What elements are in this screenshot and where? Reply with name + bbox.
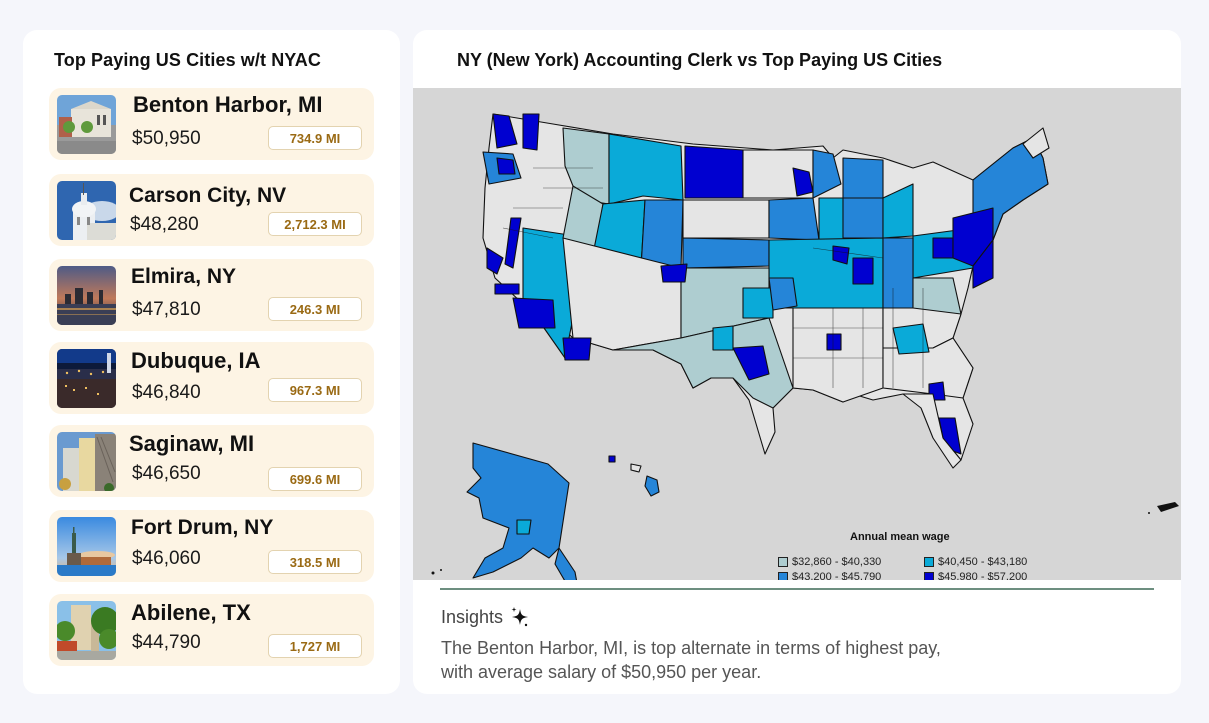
legend-label: $43,200 - $45,790 <box>792 571 882 580</box>
city-salary: $46,060 <box>132 548 201 569</box>
legend-item: $45,980 - $57,200 <box>924 571 1027 580</box>
city-name: Dubuque, IA <box>131 348 261 373</box>
city-name: Fort Drum, NY <box>131 516 274 539</box>
legend-item: $40,450 - $43,180 <box>924 556 1027 568</box>
top-paying-cities-panel: Top Paying US Cities w/t NYAC Benton Har… <box>23 30 400 694</box>
legend-swatch <box>924 572 934 580</box>
distance-badge: 318.5 MI <box>268 550 362 574</box>
city-name: Carson City, NV <box>129 184 287 207</box>
city-salary: $47,810 <box>132 299 201 320</box>
city-thumbnail <box>57 181 116 240</box>
city-thumbnail <box>57 95 116 154</box>
legend-swatch <box>778 572 788 580</box>
legend-item: $43,200 - $45,790 <box>778 571 881 580</box>
city-thumbnail <box>57 266 116 325</box>
legend-label: $45,980 - $57,200 <box>938 571 1028 580</box>
city-salary: $46,650 <box>132 463 201 484</box>
distance-badge: 699.6 MI <box>268 467 362 491</box>
legend-label: $40,450 - $43,180 <box>938 556 1028 568</box>
insights-title: Insights <box>441 606 504 627</box>
city-card[interactable]: Abilene, TX $44,790 1,727 MI <box>49 594 374 666</box>
city-name: Abilene, TX <box>131 600 251 625</box>
distance-badge: 967.3 MI <box>268 378 362 402</box>
city-salary: $46,840 <box>132 382 201 403</box>
legend-item: $32,860 - $40,330 <box>778 556 881 568</box>
city-name: Elmira, NY <box>131 265 237 288</box>
city-thumbnail <box>57 517 116 576</box>
insights-heading: Insights <box>441 606 531 628</box>
city-card[interactable]: Fort Drum, NY $46,060 318.5 MI <box>49 510 374 582</box>
legend-title: Annual mean wage <box>850 531 950 543</box>
legend-label: $32,860 - $40,330 <box>792 556 882 568</box>
city-salary: $44,790 <box>132 632 201 653</box>
city-thumbnail <box>57 432 116 491</box>
section-divider <box>440 588 1154 590</box>
us-map <box>431 113 1179 580</box>
city-salary: $48,280 <box>130 214 199 235</box>
city-card[interactable]: Elmira, NY $47,810 246.3 MI <box>49 259 374 331</box>
sparkle-icon <box>509 606 531 628</box>
legend-swatch <box>778 557 788 567</box>
city-name: Saginaw, MI <box>129 431 255 456</box>
legend-swatch <box>924 557 934 567</box>
panel-title: Top Paying US Cities w/t NYAC <box>54 50 321 70</box>
wage-choropleth-map[interactable]: Annual mean wage $32,860 - $40,330 $40,4… <box>413 88 1181 580</box>
city-salary: $50,950 <box>132 128 201 149</box>
panel-title: NY (New York) Accounting Clerk vs Top Pa… <box>457 50 943 70</box>
insights-text: The Benton Harbor, MI, is top alternate … <box>441 638 941 682</box>
distance-badge: 2,712.3 MI <box>268 212 362 236</box>
distance-badge: 246.3 MI <box>268 297 362 321</box>
city-card[interactable]: Carson City, NV $48,280 2,712.3 MI <box>49 174 374 246</box>
city-thumbnail <box>57 349 116 408</box>
city-card[interactable]: Benton Harbor, MI $50,950 734.9 MI <box>49 88 374 160</box>
wage-map-panel: NY (New York) Accounting Clerk vs Top Pa… <box>413 30 1181 694</box>
city-card[interactable]: Saginaw, MI $46,650 699.6 MI <box>49 425 374 497</box>
city-thumbnail <box>57 601 116 660</box>
city-name: Benton Harbor, MI <box>133 92 323 117</box>
city-card[interactable]: Dubuque, IA $46,840 967.3 MI <box>49 342 374 414</box>
distance-badge: 734.9 MI <box>268 126 362 150</box>
distance-badge: 1,727 MI <box>268 634 362 658</box>
